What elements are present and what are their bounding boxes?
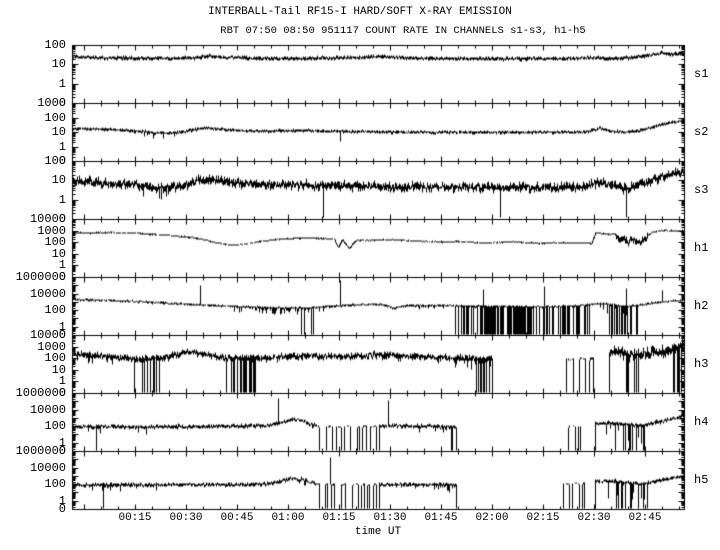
ytick-label-h3: 1000: [37, 339, 66, 354]
ytick-label-s1: 0: [58, 96, 66, 110]
channel-label-s3: s3: [694, 183, 709, 197]
xtick-label: 02:15: [526, 512, 560, 524]
ytick-label-s3: 1: [58, 192, 66, 207]
ytick-label-h2: 10000: [29, 286, 66, 301]
ytick-label-h1: 100: [44, 235, 66, 250]
ytick-label-s1: 10: [51, 57, 66, 72]
ytick-label-s2: 1: [58, 139, 66, 154]
xtick-label: 02:45: [628, 512, 662, 524]
channel-label-s2: s2: [694, 125, 709, 139]
ytick-label-h1: 10: [51, 246, 66, 261]
chart-title: INTERBALL-Tail RF15-I HARD/SOFT X-RAY EM…: [208, 6, 512, 18]
ytick-label-h4: 0: [58, 444, 66, 458]
ytick-label-h4: 100: [44, 419, 66, 434]
channel-label-h3: h3: [694, 357, 709, 371]
ytick-label-h3: 10: [51, 362, 66, 377]
ytick-label-h4: 10000: [29, 402, 66, 417]
ytick-label-h3: 10000: [29, 328, 66, 342]
channel-label-h1: h1: [694, 241, 709, 255]
ytick-label-h5: 100: [44, 477, 66, 492]
ytick-label-h1: 0: [58, 270, 66, 284]
ytick-label-h4: 1: [58, 435, 66, 450]
ytick-label-h2: 100: [44, 303, 66, 318]
ytick-label-h3: 100: [44, 351, 66, 366]
ytick-label-h1: 1: [58, 258, 66, 273]
xtick-label: 01:30: [373, 512, 407, 524]
ytick-label-s3: 100: [44, 154, 66, 168]
ytick-label-h5: 1000000: [15, 444, 66, 458]
ytick-label-h5: 1: [58, 493, 66, 508]
channel-label-s1: s1: [694, 67, 709, 81]
chart-subtitle: RBT 07:50 08:50 951117 COUNT RATE IN CHA…: [220, 25, 586, 37]
ytick-label-h2: 0: [58, 328, 66, 342]
x-axis-label: time UT: [354, 526, 402, 538]
xtick-label: 01:15: [322, 512, 356, 524]
ytick-label-h1: 1000: [37, 223, 66, 238]
ytick-label-s1: 100: [44, 38, 66, 52]
ytick-label-h1: 10000: [29, 212, 66, 226]
xtick-label: 01:00: [271, 512, 305, 524]
channel-label-h4: h4: [694, 415, 709, 429]
xtick-label: 02:00: [475, 512, 509, 524]
xtick-label: 01:45: [424, 512, 458, 524]
ytick-label-h2: 1000000: [15, 270, 66, 284]
ytick-label-h3: 0: [58, 386, 66, 400]
ytick-label-h5: 10000: [29, 460, 66, 475]
ytick-label-s2: 0: [58, 154, 66, 168]
xtick-label: 00:30: [169, 512, 203, 524]
channel-label-h5: h5: [694, 473, 709, 487]
ytick-label-h4: 1000000: [15, 386, 66, 400]
ytick-label-s3: 10: [51, 173, 66, 188]
ytick-label-h5: 0: [58, 502, 66, 516]
channel-label-h2: h2: [694, 299, 709, 313]
xtick-label: 00:45: [220, 512, 254, 524]
ytick-label-s1: 1: [58, 76, 66, 91]
xtick-label: 00:15: [118, 512, 152, 524]
xtick-label: 02:30: [577, 512, 611, 524]
ytick-label-s2: 10: [51, 125, 66, 139]
ytick-label-s2: 100: [44, 110, 66, 125]
ytick-label-h3: 1: [58, 374, 66, 389]
ytick-label-s2: 1000: [37, 96, 66, 110]
ytick-label-h2: 1: [58, 319, 66, 334]
ytick-label-s3: 0: [58, 212, 66, 226]
